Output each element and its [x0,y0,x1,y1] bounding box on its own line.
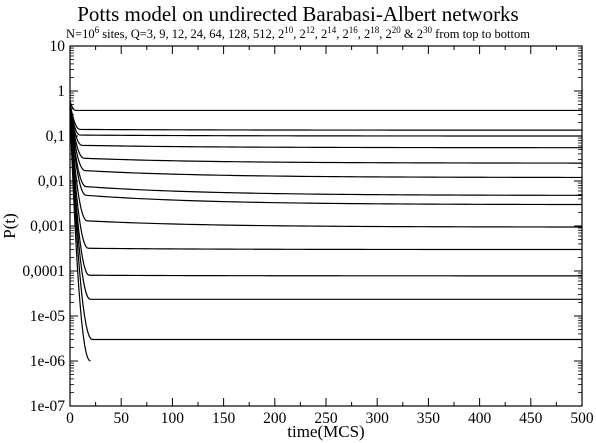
subtitle-suffix: from top to bottom [432,27,530,41]
subtitle-q-power: 216, [342,25,365,42]
series-line-14 [69,108,91,362]
chart-title: Potts model on undirected Barabasi-Alber… [77,2,519,26]
chart-subtitle: N=106 sites, Q=3, 9, 12, 24, 64, 128, 51… [0,26,596,42]
y-tick-label: 0,001 [30,218,65,235]
series-group [69,100,583,362]
subtitle-n-exponent: 6 [94,25,100,35]
plot-frame [69,45,583,407]
y-tick-label: 1e-07 [30,398,66,415]
y-tick-label: 10 [50,38,66,55]
y-tick-label: 1e-06 [30,353,66,370]
x-axis-label: time(MCS) [287,422,364,441]
series-line-7 [69,106,583,196]
subtitle-q-power: 218, [364,25,386,42]
x-tick-label: 0 [66,410,74,427]
series-line-5 [69,105,582,164]
subtitle-prefix: N=10 [66,27,95,41]
subtitle-q-power: 210, [278,25,300,42]
series-line-1 [69,100,582,112]
series-line-11 [69,108,583,277]
subtitle-q-power: 230 [416,25,433,42]
x-tick-label: 200 [263,410,287,427]
series-line-2 [69,102,582,131]
series-line-8 [69,106,583,206]
series-line-4 [69,104,582,149]
y-axis-ticks: 10 1 0,1 0,01 0,001 0,0001 1e-05 1e-06 1e-07 [22,38,582,415]
series-line-10 [69,107,582,251]
y-tick-label: 0,01 [38,173,65,190]
x-tick-label: 300 [366,410,390,427]
y-tick-label: 1e-05 [30,308,66,325]
series-line-9 [69,107,583,228]
series-line-13 [69,108,582,341]
x-tick-label: 50 [113,410,129,427]
x-tick-label: 450 [519,410,543,427]
y-tick-label: 0,1 [46,128,65,145]
series-line-6 [69,106,583,179]
x-tick-label: 400 [468,410,492,427]
subtitle-q-power: 220 [385,25,401,42]
x-tick-label: 100 [161,410,185,427]
x-tick-label: 350 [417,410,441,427]
y-axis-label: P(t) [0,213,19,239]
subtitle-q-list: sites, Q=3, 9, 12, 24, 64, 128, 512, [99,27,279,41]
x-tick-label: 250 [314,410,338,427]
y-tick-label: 0,0001 [22,263,65,280]
series-line-3 [69,103,582,137]
x-tick-label: 150 [212,410,236,427]
subtitle-q-power: 212, [299,25,322,42]
x-tick-label: 500 [570,410,594,427]
subtitle-q-power: 214, [321,25,343,42]
x-axis-ticks: 0 50 100 150 200 250 300 350 400 450 500 [66,46,594,427]
subtitle-ampersand: & [400,27,417,41]
series-line-12 [69,108,582,300]
y-tick-label: 1 [57,83,65,100]
